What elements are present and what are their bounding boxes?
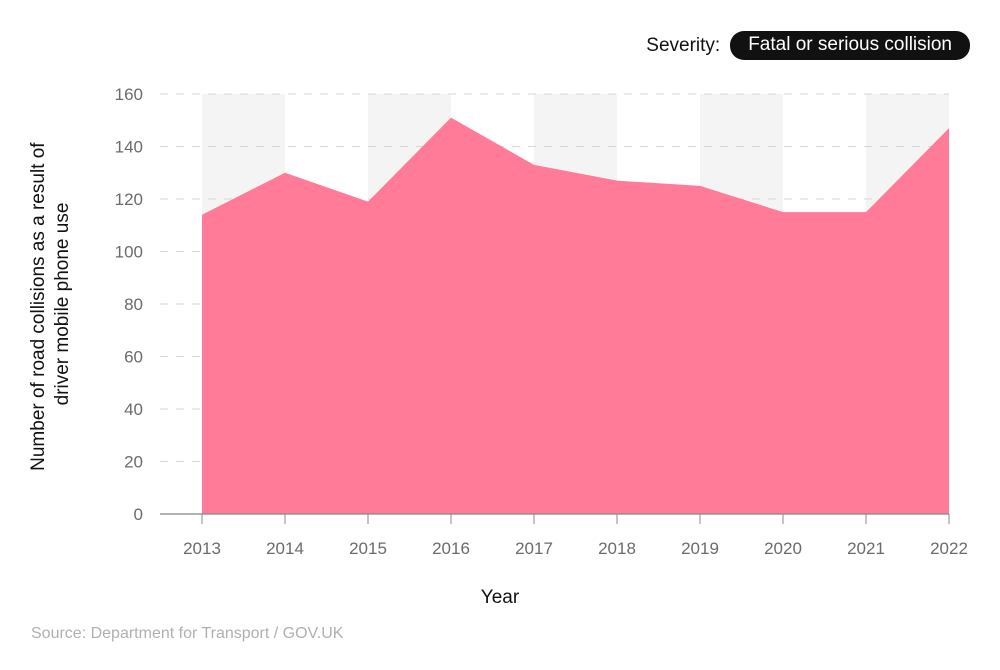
x-tick-label: 2019 — [681, 539, 719, 558]
x-tick-label: 2014 — [266, 539, 304, 558]
y-tick-label: 40 — [124, 400, 143, 419]
x-tick-label: 2016 — [432, 539, 470, 558]
y-tick-label: 20 — [124, 453, 143, 472]
area-fill — [202, 117, 949, 514]
y-tick-label: 0 — [134, 505, 143, 524]
x-tick-label: 2021 — [847, 539, 885, 558]
y-axis-title: Number of road collisions as a result of… — [28, 137, 73, 471]
y-tick-label: 120 — [115, 190, 143, 209]
severity-filter-label: Severity: — [646, 34, 721, 56]
x-tick-label: 2020 — [764, 539, 802, 558]
severity-selected-pill[interactable]: Fatal or serious collision — [730, 31, 970, 60]
y-tick-label: 60 — [124, 348, 143, 367]
x-tick-label: 2022 — [930, 539, 968, 558]
y-tick-label: 160 — [115, 85, 143, 104]
x-axis-ticks: 2013 2014 2015 2016 2017 2018 2019 2020 2021 2022 — [183, 514, 968, 558]
x-tick-label: 2018 — [598, 539, 636, 558]
y-tick-label: 140 — [115, 138, 143, 157]
y-tick-label: 100 — [115, 243, 143, 262]
x-tick-label: 2015 — [349, 539, 387, 558]
area-series — [202, 117, 949, 514]
source-note: Source: Department for Transport / GOV.U… — [31, 625, 344, 642]
x-tick-label: 2017 — [515, 539, 553, 558]
severity-filter: Severity: Fatal or serious collision — [646, 31, 970, 60]
x-axis-title: Year — [481, 587, 520, 608]
x-tick-label: 2013 — [183, 539, 221, 558]
y-tick-label: 80 — [124, 295, 143, 314]
y-axis-ticks: 0 20 40 60 80 100 120 140 160 — [115, 85, 143, 524]
